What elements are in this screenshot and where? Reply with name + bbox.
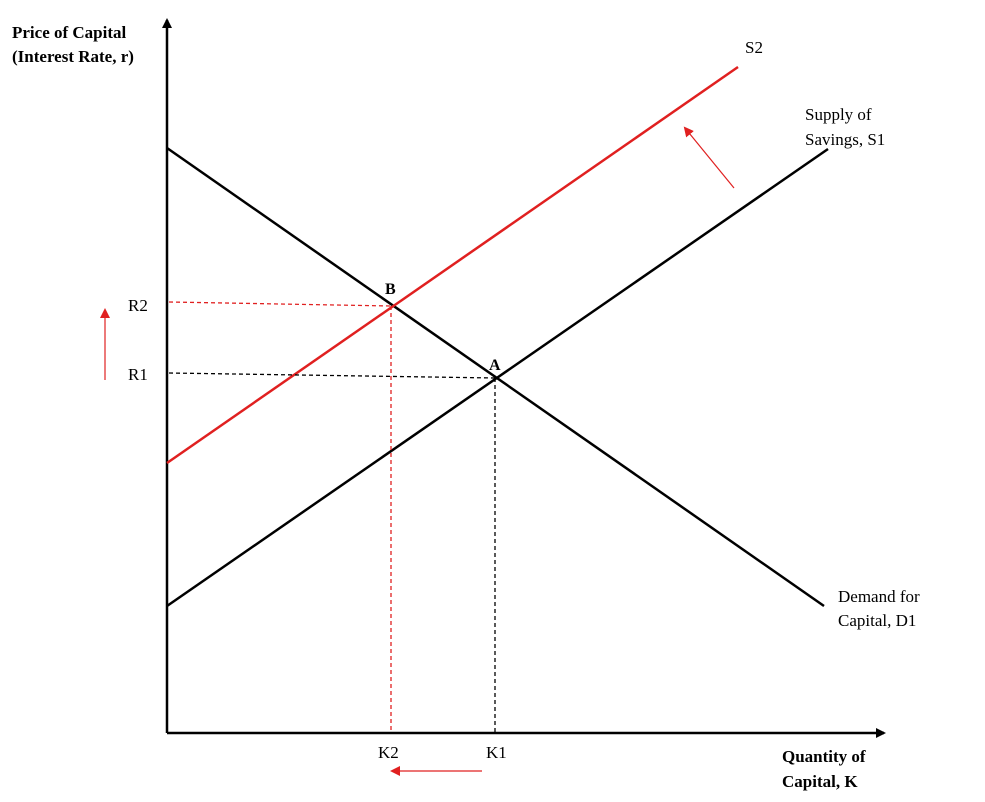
point-a-label: A <box>489 357 501 374</box>
x-axis-title-line2: Capital, K <box>782 772 858 791</box>
point-b-label: B <box>385 281 396 298</box>
supply-curve-s2 <box>166 65 739 465</box>
supply-shift-arrow <box>683 126 735 189</box>
s2-label: S2 <box>745 38 763 57</box>
y-axis-title-line2: (Interest Rate, r) <box>12 47 134 66</box>
supply-curve-s1 <box>166 147 829 608</box>
k2-tick-label: K2 <box>378 743 399 762</box>
r1-tick-label: R1 <box>128 365 148 384</box>
d1-label-line2: Capital, D1 <box>838 611 916 630</box>
r1-guide-line <box>168 372 496 379</box>
k1-tick-label: K1 <box>486 743 507 762</box>
d1-label-line1: Demand for <box>838 587 920 606</box>
r2-tick-label: R2 <box>128 296 148 315</box>
s1-label-line2: Savings, S1 <box>805 130 885 149</box>
y-axis-title-line1: Price of Capital <box>12 23 127 42</box>
r2-guide-line <box>168 301 392 307</box>
x-axis-title-line1: Quantity of <box>782 747 866 766</box>
demand-curve-d1 <box>166 146 825 608</box>
s1-label-line1: Supply of <box>805 105 872 124</box>
